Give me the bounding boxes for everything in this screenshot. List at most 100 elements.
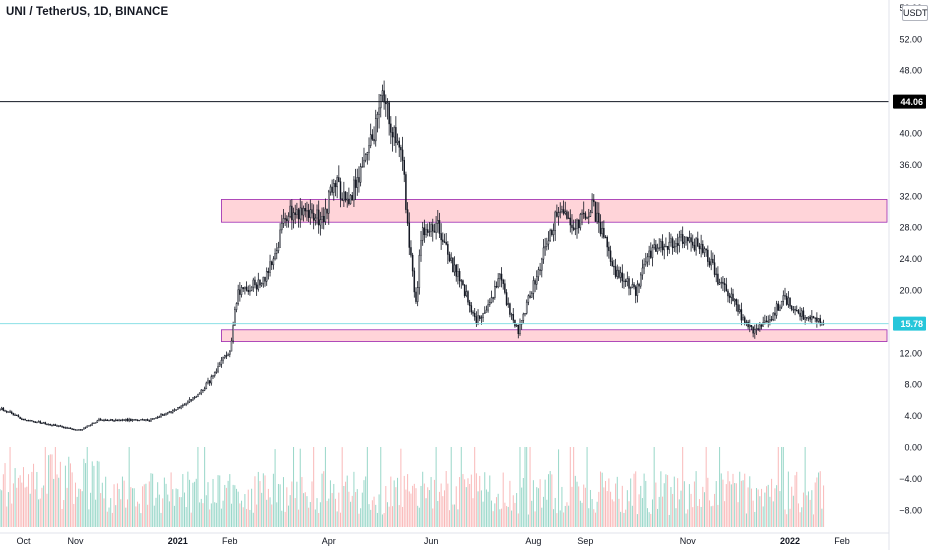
candle-body <box>547 240 550 245</box>
volume-bar <box>474 447 476 527</box>
volume-bar <box>398 505 400 527</box>
candle-body <box>482 313 484 318</box>
volume-bar <box>155 497 157 527</box>
volume-bar <box>98 461 100 527</box>
volume-bar <box>197 447 199 527</box>
candle-body <box>16 414 18 416</box>
volume-bar <box>340 512 342 527</box>
candle-body <box>272 258 275 266</box>
candle-body <box>291 205 293 221</box>
volume-bar <box>402 506 404 527</box>
candle-body <box>301 207 303 216</box>
volume-bar <box>465 487 467 527</box>
candle-body <box>114 419 117 421</box>
volume-bar <box>316 498 318 527</box>
volume-bar <box>734 483 736 527</box>
candle-body <box>551 230 553 235</box>
x-tick-label: Oct <box>16 536 31 546</box>
volume-bar <box>781 447 783 527</box>
volume-bar <box>222 500 224 527</box>
volume-bar <box>449 510 451 527</box>
candle-body <box>522 313 525 321</box>
volume-bar <box>626 490 628 527</box>
candle-body <box>207 380 209 384</box>
volume-bar <box>365 476 367 527</box>
volume-bar <box>274 449 276 527</box>
candle-body <box>749 325 751 328</box>
volume-bar <box>502 472 504 527</box>
candle-body <box>614 266 617 277</box>
volume-bar <box>244 494 246 527</box>
volume-bar <box>209 509 211 527</box>
volume-bar <box>490 500 492 527</box>
currency-badge[interactable]: USDT <box>902 5 928 21</box>
candle-body <box>428 231 431 233</box>
candle-body <box>21 418 23 420</box>
candle-body <box>500 273 503 281</box>
candle-body <box>353 179 355 201</box>
volume-bar <box>125 507 127 527</box>
candle-body <box>437 220 439 224</box>
candle-body <box>643 263 645 269</box>
volume-bar <box>205 495 207 527</box>
candle-body <box>648 250 650 258</box>
volume-bar <box>103 498 105 527</box>
candle-body <box>133 419 135 421</box>
candle-body <box>621 272 624 282</box>
candle-body <box>564 211 567 214</box>
volume-bar <box>187 471 189 527</box>
y-tick-label: 28.00 <box>899 223 922 233</box>
volume-bar <box>667 475 669 527</box>
volume-bar <box>331 493 333 527</box>
volume-bar <box>17 477 19 527</box>
candle-body <box>450 257 452 261</box>
candle-body <box>109 419 112 421</box>
candle-body <box>239 289 241 295</box>
volume-bar <box>343 485 345 527</box>
candle-body <box>814 317 816 319</box>
candle-body <box>789 297 791 307</box>
candle-body <box>170 411 172 413</box>
candle-body <box>562 209 565 214</box>
volume-bar <box>241 500 243 527</box>
candle-body <box>750 325 753 327</box>
candle-body <box>797 310 800 314</box>
candle-body <box>89 424 92 427</box>
candle-body <box>754 329 756 334</box>
candle-body <box>213 372 216 376</box>
candle-body <box>457 271 459 277</box>
candle-body <box>145 419 147 421</box>
candle-body <box>151 418 154 420</box>
candle-body <box>286 218 288 222</box>
volume-bar <box>261 492 263 527</box>
candle-body <box>477 315 479 324</box>
volume-bar <box>375 504 377 527</box>
candle-body <box>249 290 251 292</box>
volume-bar <box>527 514 529 527</box>
candle-body <box>302 208 305 216</box>
candle-body <box>546 243 548 247</box>
y-tick-label: 0.00 <box>904 443 922 453</box>
volume-bar <box>219 475 221 527</box>
volume-bar <box>615 483 617 527</box>
candle-body <box>120 419 122 421</box>
volume-bar <box>712 505 714 527</box>
volume-bar <box>438 491 440 527</box>
volume-bar <box>22 467 24 527</box>
candle-body <box>200 389 203 394</box>
candle-body <box>608 246 610 252</box>
volume-bar <box>224 484 226 527</box>
symbol-title[interactable]: UNI / TetherUS, 1D, BINANCE <box>6 6 169 18</box>
volume-bar <box>432 508 434 527</box>
candle-body <box>472 311 474 314</box>
volume-bar <box>558 449 560 527</box>
candle-body <box>681 234 684 244</box>
volume-bar <box>247 489 249 527</box>
volume-bar <box>314 509 316 527</box>
volume-bar <box>529 447 531 527</box>
volume-bar <box>318 513 320 527</box>
candle-body <box>359 166 362 183</box>
volume-bar <box>737 502 739 527</box>
